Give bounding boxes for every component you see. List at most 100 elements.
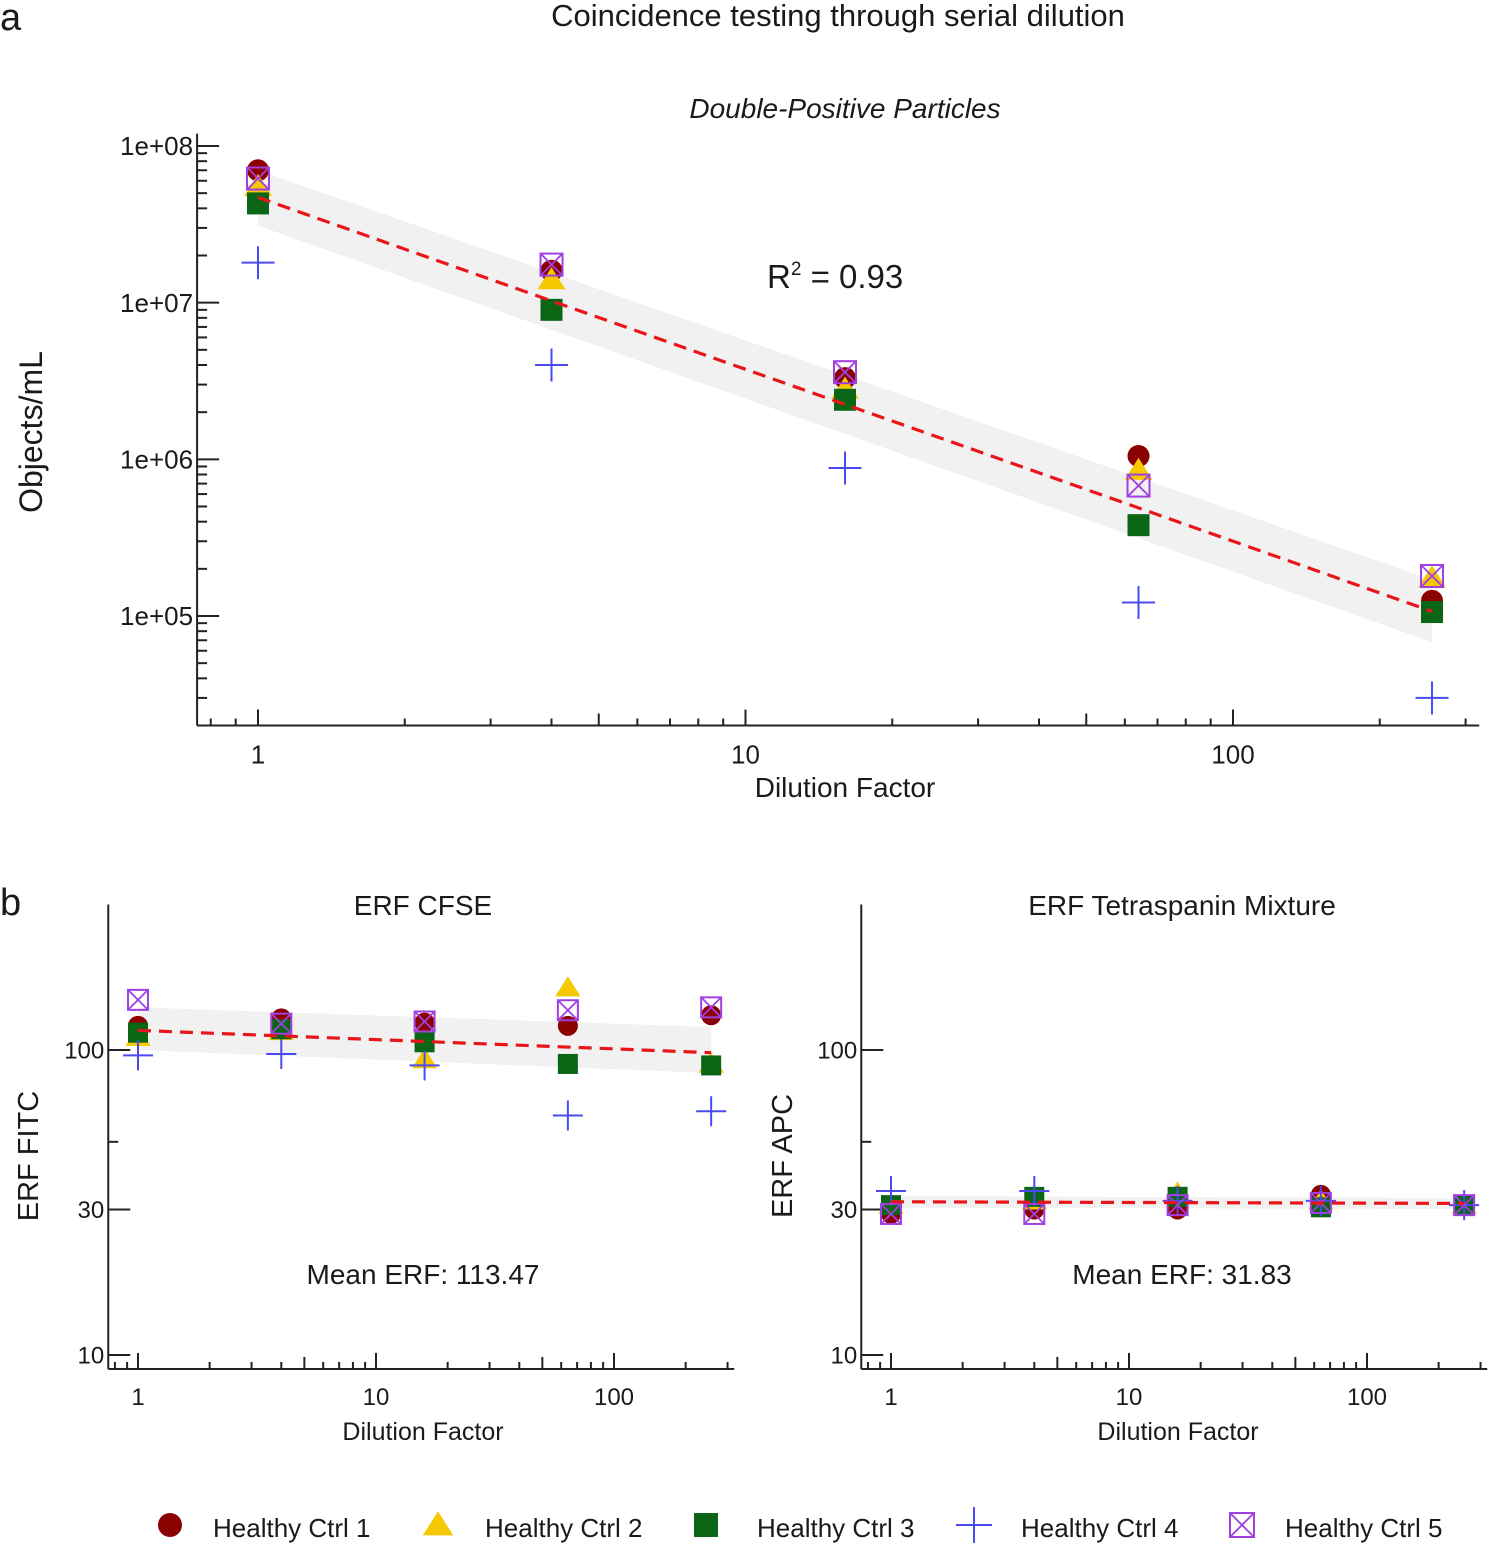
marker-square [1127, 514, 1150, 537]
legend-item-ctrl4: Healthy Ctrl 4 [956, 1507, 1179, 1543]
marker-x2 [557, 999, 579, 1021]
marker-box [700, 996, 723, 1019]
legend-label: Healthy Ctrl 3 [757, 1513, 915, 1543]
fit-line [257, 195, 1433, 613]
x-tick-label: 100 [1347, 1384, 1387, 1411]
data-point [557, 1053, 578, 1074]
data-point [701, 1055, 722, 1076]
panel-b2-mean-annotation: Mean ERF: 31.83 [1072, 1259, 1291, 1290]
legend-label: Healthy Ctrl 1 [213, 1513, 371, 1543]
marker-box [880, 1202, 902, 1225]
data-point [1127, 514, 1150, 537]
marker-box [1420, 564, 1445, 589]
y-tick-label: 100 [64, 1037, 104, 1064]
marker-circle [247, 159, 269, 182]
x-tick-label: 1 [251, 740, 265, 770]
y-tick-label: 30 [78, 1197, 105, 1224]
x-tick-label: 100 [1211, 740, 1254, 770]
legend-item-ctrl3: Healthy Ctrl 3 [694, 1513, 915, 1543]
marker-circle [158, 1513, 182, 1537]
data-point [247, 192, 269, 215]
marker-box [1229, 1512, 1255, 1538]
data-point [696, 1096, 727, 1127]
y-tick-label: 10 [831, 1342, 858, 1369]
fit-line [137, 1028, 712, 1055]
legend-label: Healthy Ctrl 2 [485, 1513, 643, 1543]
panel-b2-plot: ERF Tetraspanin Mixture Dilution Factor … [767, 890, 1488, 1446]
r-squared-annotation: R2 = 0.93 [767, 258, 903, 295]
marker-square [1421, 601, 1444, 624]
marker-box [556, 999, 579, 1022]
y-tick-label: 1e+07 [120, 288, 193, 318]
marker-triangle [244, 174, 272, 197]
data-point [128, 1022, 148, 1043]
y-tick-label: 1e+08 [120, 131, 193, 161]
legend-marker-icon [1229, 1512, 1255, 1538]
panel-a-xlabel: Dilution Factor [755, 772, 936, 803]
panel-a-plot: Double-Positive Particles Dilution Facto… [13, 93, 1480, 803]
marker-box [1453, 1194, 1476, 1217]
marker-x2 [413, 1010, 436, 1033]
marker-x2 [833, 360, 857, 384]
y-tick-label: 10 [78, 1342, 105, 1369]
marker-circle [701, 1005, 722, 1026]
marker-square [247, 192, 269, 215]
data-point [1127, 445, 1150, 468]
panel-b-letter: b [0, 882, 21, 924]
legend: Healthy Ctrl 1 Healthy Ctrl 2 Healthy Ct… [158, 1507, 1443, 1543]
data-point [828, 451, 862, 485]
data-point [123, 1040, 153, 1071]
marker-triangle [537, 267, 566, 290]
y-tick-label: 30 [831, 1197, 858, 1224]
data-point [244, 174, 272, 197]
marker-x2 [1420, 564, 1444, 588]
data-point [1415, 681, 1449, 715]
data-point [537, 267, 566, 290]
marker-box [1166, 1194, 1189, 1217]
panel-b2-ylabel: ERF APC [767, 1094, 799, 1218]
legend-marker-icon [956, 1507, 992, 1543]
marker-square [694, 1513, 718, 1537]
panel-b1-ylabel: ERF FITC [13, 1091, 45, 1222]
marker-triangle [555, 976, 581, 997]
data-point [555, 976, 581, 997]
marker-x2 [246, 166, 270, 191]
marker-triangle [422, 1511, 454, 1536]
data-point [535, 348, 569, 382]
data-point [834, 388, 857, 411]
marker-box [413, 1010, 436, 1033]
x-tick-label: 1 [884, 1384, 897, 1411]
marker-square [557, 1053, 578, 1074]
legend-item-ctrl1: Healthy Ctrl 1 [158, 1513, 371, 1543]
panel-b1-mean-annotation: Mean ERF: 113.47 [307, 1259, 540, 1290]
marker-x2 [1126, 473, 1151, 498]
y-tick-label: 1e+06 [120, 444, 193, 474]
marker-square [128, 1022, 148, 1043]
marker-square [701, 1055, 722, 1076]
data-point [539, 252, 564, 277]
data-point [557, 1015, 578, 1036]
panel-a-title: Double-Positive Particles [689, 93, 1000, 124]
data-point [413, 1010, 436, 1033]
x-tick-label: 100 [594, 1384, 634, 1411]
marker-circle [1127, 445, 1150, 468]
data-point [1420, 564, 1445, 589]
data-point [1166, 1194, 1189, 1217]
marker-box [1309, 1192, 1332, 1215]
panel-b1-plot: ERF CFSE Dilution Factor ERF FITC Mean E… [13, 890, 735, 1446]
data-point [833, 360, 858, 385]
marker-box [246, 166, 270, 191]
x-tick-label: 1 [131, 1384, 144, 1411]
marker-square [834, 388, 857, 411]
fit-line [890, 1200, 1465, 1206]
marker-x2 [270, 1013, 292, 1035]
data-point [700, 996, 723, 1019]
data-point [876, 1175, 906, 1206]
data-point [1019, 1175, 1050, 1206]
marker-x2 [880, 1203, 902, 1225]
marker-x2 [1023, 1203, 1045, 1225]
y-tick-label: 100 [817, 1037, 857, 1064]
data-point [880, 1202, 902, 1225]
legend-marker-icon [158, 1513, 182, 1537]
